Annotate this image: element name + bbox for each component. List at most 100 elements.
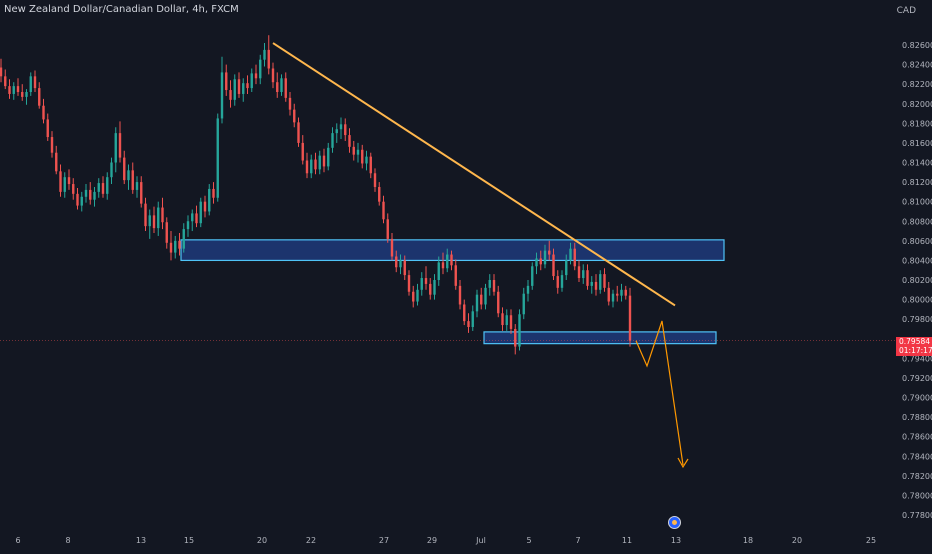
candle [25, 89, 28, 105]
candle [140, 176, 143, 208]
candle-body [25, 92, 28, 97]
candle-body [97, 183, 100, 192]
candle-body [492, 280, 496, 292]
candle [237, 72, 241, 98]
candle-body [46, 119, 49, 138]
candle [475, 289, 479, 318]
candle [497, 285, 500, 318]
candle-body [416, 289, 419, 302]
candle-body [288, 97, 292, 110]
price-axis[interactable]: 0.82600 0.82400 0.82200 0.82000 0.81800 0.816… [902, 41, 932, 520]
candle-body [276, 82, 279, 92]
candle-body [305, 160, 309, 174]
candle [565, 254, 568, 280]
candle [305, 152, 309, 179]
candle [518, 309, 521, 351]
candle-body [531, 266, 534, 286]
x-tick-label: 18 [743, 536, 753, 545]
candle [93, 186, 96, 207]
candle [603, 268, 606, 292]
candle [191, 209, 194, 232]
y-tick-label: 0.81800 [902, 119, 932, 128]
candle-body [586, 270, 589, 286]
candle [50, 131, 54, 158]
candle-body [471, 311, 474, 327]
candle [76, 187, 79, 210]
logo-icon[interactable] [668, 516, 681, 529]
candle [148, 209, 151, 239]
candle [42, 98, 45, 124]
candle-body [522, 293, 525, 315]
candle-body [560, 275, 564, 288]
candle [178, 233, 181, 256]
candle [55, 145, 58, 175]
candle-body [174, 240, 177, 253]
candle [318, 150, 321, 175]
candle [543, 244, 547, 269]
y-tick-label: 0.80000 [902, 296, 932, 305]
candle-body [101, 183, 105, 194]
y-tick-label: 0.78200 [902, 472, 932, 481]
candle [458, 280, 462, 310]
x-tick-label: 8 [65, 536, 70, 545]
y-tick-label: 0.81200 [902, 178, 932, 187]
candle [276, 72, 279, 98]
candle [144, 197, 147, 232]
candle [369, 152, 372, 179]
candle-body [263, 49, 266, 60]
candle-body [514, 328, 517, 347]
candle-body [548, 250, 551, 255]
candle [395, 250, 398, 273]
candle-body [21, 92, 24, 97]
candle-body [322, 155, 326, 167]
candle-body [450, 254, 453, 266]
candle-body [29, 76, 32, 92]
candle [63, 172, 66, 198]
support-zone [483, 331, 717, 345]
candle-body [33, 76, 37, 89]
candle-body [63, 177, 66, 192]
candle [386, 213, 389, 243]
y-tick-label: 0.81000 [902, 198, 932, 207]
candle-body [569, 248, 572, 261]
x-tick-label: 15 [184, 536, 194, 545]
symbol-title[interactable]: New Zealand Dollar/Canadian Dollar, 4h, … [4, 4, 239, 15]
candle-body [577, 266, 581, 279]
candle [416, 283, 419, 306]
y-tick-label: 0.82000 [902, 100, 932, 109]
candle [8, 79, 11, 99]
candle [293, 103, 296, 128]
candle-body [348, 135, 351, 147]
candle [505, 309, 508, 331]
candle-body [395, 256, 398, 268]
candle [314, 152, 317, 175]
candle-body [424, 278, 428, 284]
candle-body [212, 188, 215, 198]
candle-body [335, 129, 338, 134]
candle [233, 74, 236, 106]
candle [348, 128, 351, 153]
candle-body [526, 285, 530, 294]
y-tick-label: 0.78600 [902, 433, 932, 442]
candle-body [552, 254, 555, 277]
candle [12, 82, 15, 100]
candle-body [110, 162, 113, 178]
candle-body [229, 90, 232, 100]
candle [118, 121, 122, 163]
y-tick-label: 0.82400 [902, 61, 932, 70]
candle-body [157, 207, 160, 229]
candle [616, 285, 619, 302]
candle-body [182, 229, 185, 249]
candle-body [543, 250, 547, 265]
candle-body [59, 171, 62, 192]
candle [463, 299, 466, 326]
candle [429, 278, 432, 300]
y-tick-label: 0.78800 [902, 413, 932, 422]
time-axis[interactable]: 6 8 13 15 20 22 27 29 Jul 5 7 11 13 18 20 25 [15, 536, 876, 545]
candle [535, 252, 538, 275]
candle-body [199, 201, 202, 224]
candle-body [373, 173, 377, 187]
candle-body [318, 155, 321, 170]
